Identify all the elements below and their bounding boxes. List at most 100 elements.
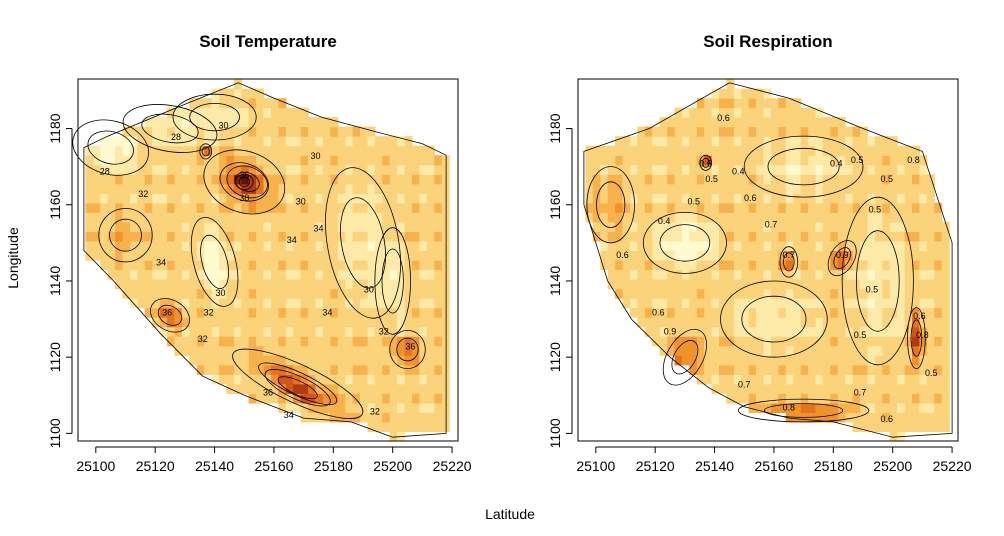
heat-cell: [882, 240, 891, 251]
heat-cell: [711, 355, 720, 366]
heat-cell: [889, 145, 898, 156]
heat-cell: [719, 212, 727, 223]
heat-cell: [622, 288, 631, 299]
heat-cell: [256, 231, 265, 242]
heat-cell: [867, 355, 876, 366]
contour-label: 36: [239, 170, 249, 180]
heat-cell: [330, 212, 339, 223]
heat-cell: [330, 326, 339, 337]
contour-line: [235, 173, 254, 190]
heat-cell: [652, 250, 661, 261]
heat-cell: [882, 355, 891, 366]
heat-cell: [874, 250, 883, 261]
heat-cell: [256, 136, 265, 147]
heat-cell: [912, 183, 920, 194]
heat-cell: [778, 126, 787, 137]
heat-cell: [912, 269, 920, 280]
heat-cell: [600, 174, 609, 185]
heat-cell: [322, 326, 331, 337]
heat-cell: [733, 298, 742, 309]
contour-line: [234, 171, 260, 192]
heat-cell: [226, 279, 235, 290]
heat-cell: [189, 288, 198, 299]
heat-cell: [615, 279, 624, 290]
heat-cell: [174, 193, 183, 204]
heat-cell: [763, 145, 772, 156]
heat-cell: [189, 221, 198, 232]
heat-cell: [293, 326, 302, 337]
heat-cell: [733, 345, 742, 356]
heat-cell: [793, 212, 802, 223]
heat-cell: [815, 355, 824, 366]
heat-cell: [263, 307, 272, 318]
heat-cell: [793, 107, 802, 118]
heat-cell: [374, 260, 383, 271]
heat-cell: [748, 174, 757, 185]
heat-cell: [85, 250, 94, 261]
heat-cell: [904, 231, 913, 242]
heat-cell: [808, 345, 817, 356]
heat-cell: [889, 431, 898, 442]
heat-cell: [434, 307, 443, 318]
heat-cell: [419, 279, 428, 290]
heat-cell: [367, 164, 376, 175]
heat-cell: [874, 136, 883, 147]
heat-cell: [122, 212, 131, 223]
heat-cell: [315, 155, 324, 166]
heat-cell: [860, 145, 868, 156]
heat-cell: [771, 298, 779, 309]
heat-cell: [115, 183, 124, 194]
heat-cell: [167, 126, 176, 137]
heat-cell: [926, 374, 935, 385]
heat-cell: [152, 145, 161, 156]
heat-cell: [167, 288, 176, 299]
heat-cell: [785, 260, 794, 271]
heat-cell: [263, 288, 272, 299]
heat-cell: [360, 317, 368, 328]
heat-cell: [389, 402, 398, 413]
heat-cell: [352, 345, 361, 356]
heat-cell: [800, 326, 809, 337]
heat-cell: [771, 317, 779, 328]
heat-cell: [322, 298, 331, 309]
heat-cell: [219, 193, 227, 204]
heat-cell: [867, 174, 876, 185]
heat-cell: [159, 155, 168, 166]
heat-cell: [397, 240, 406, 251]
heat-cell: [837, 231, 846, 242]
heat-cell: [419, 298, 428, 309]
heat-cell: [622, 202, 631, 213]
heat-cell: [785, 145, 794, 156]
heat-cell: [630, 212, 638, 223]
heat-cell: [667, 336, 676, 347]
heat-cell: [211, 231, 220, 242]
heat-cell: [174, 317, 183, 328]
heat-cell: [667, 279, 676, 290]
heat-cell: [711, 212, 720, 223]
heat-cell: [926, 240, 935, 251]
heat-cell: [808, 212, 817, 223]
heat-cell: [860, 298, 868, 309]
heat-cell: [352, 393, 361, 404]
heat-cell: [845, 279, 854, 290]
heat-cell: [681, 260, 690, 271]
heat-cell: [615, 145, 624, 156]
heat-cell: [630, 164, 638, 175]
heat-cell: [733, 250, 742, 261]
heat-cell: [874, 326, 883, 337]
heat-cell: [852, 298, 861, 309]
x-axis: 25100 25120 25140 25160 25180 25200 25220: [76, 446, 472, 474]
plot-frame: [577, 78, 959, 442]
heat-cell: [711, 231, 720, 242]
heat-cell: [800, 126, 809, 137]
heat-cell: [256, 326, 265, 337]
heat-cell: [719, 364, 727, 375]
heat-cell: [181, 269, 190, 280]
heat-cell: [330, 164, 339, 175]
contour-label: 32: [370, 406, 380, 416]
heat-cell: [412, 355, 420, 366]
heat-cell: [248, 298, 257, 309]
heat-cell: [889, 202, 898, 213]
heat-cell: [374, 145, 383, 156]
heat-cell: [882, 307, 891, 318]
